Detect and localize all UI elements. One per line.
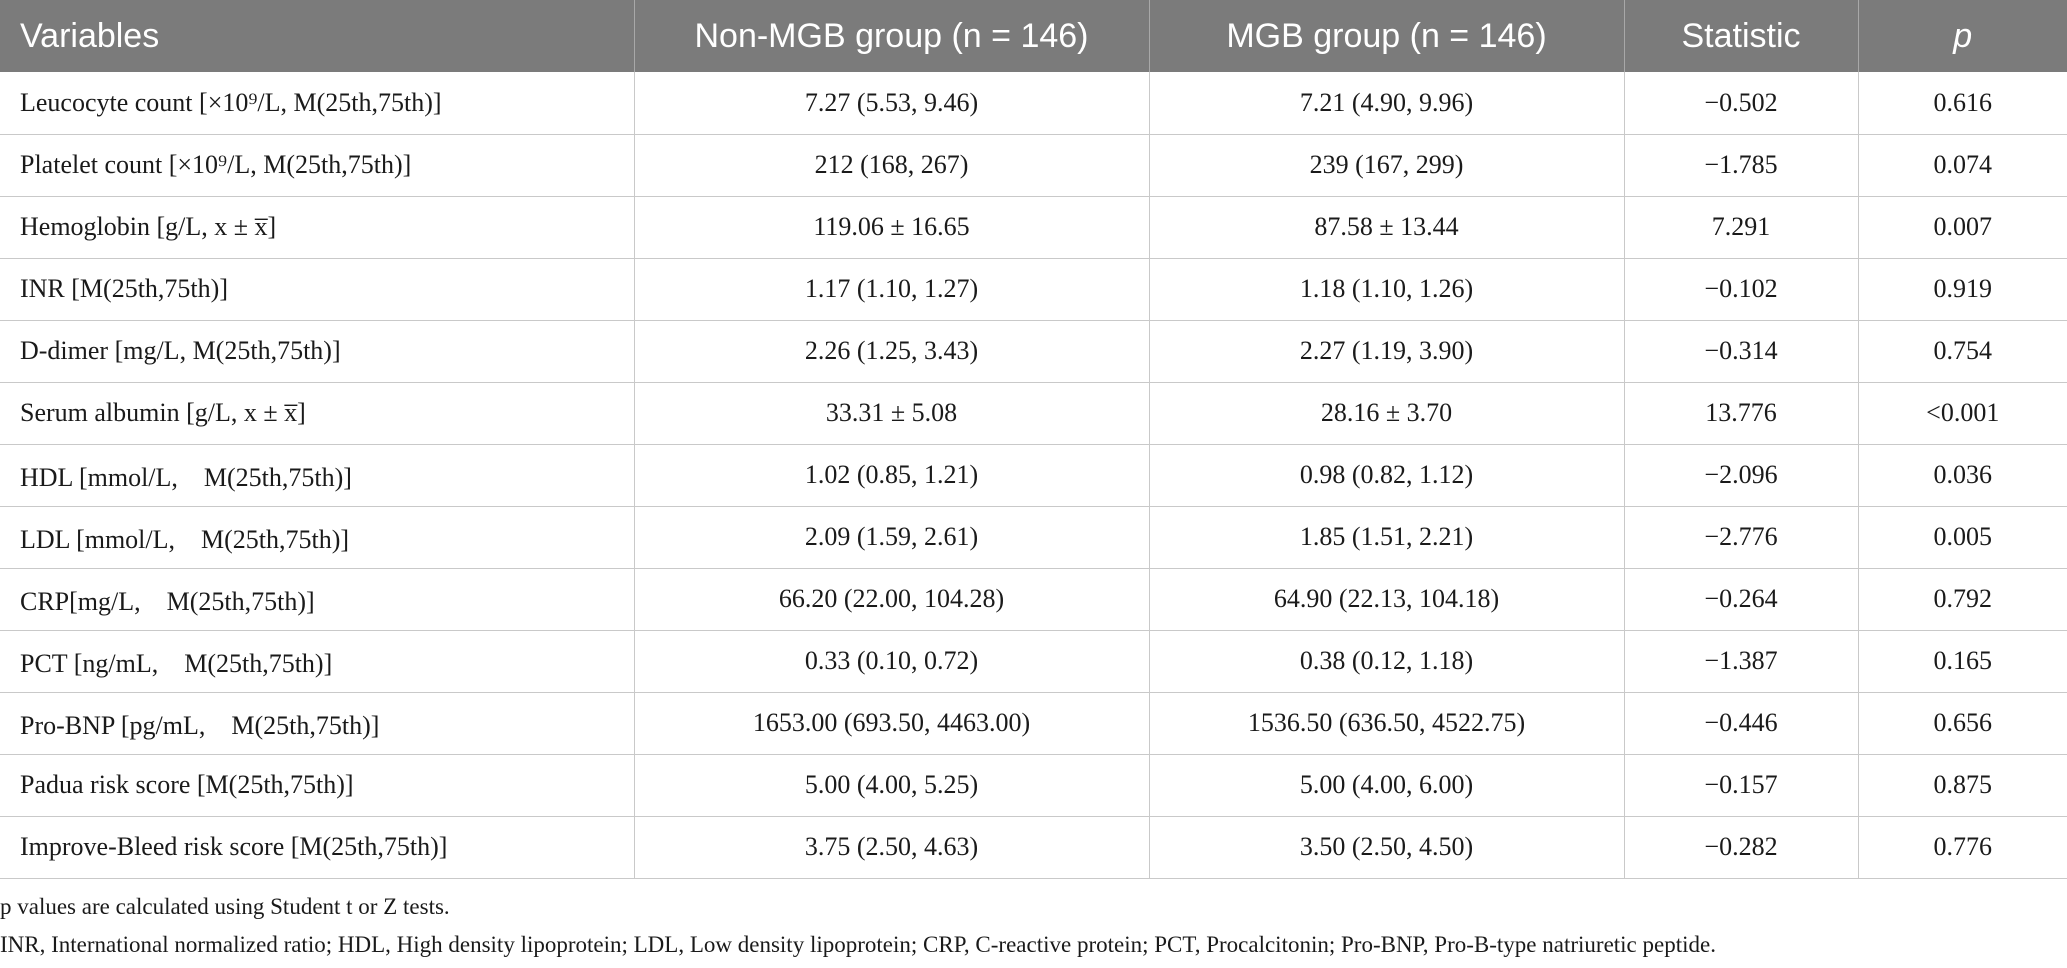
cell-mgb-value: 5.00 (4.00, 6.00) [1149,754,1625,817]
header-non-mgb-group: Non-MGB group (n = 146) [634,0,1150,72]
table-row: Padua risk score [M(25th,75th)] 5.00 (4.0… [0,754,2067,817]
cell-mgb-value: 2.27 (1.19, 3.90) [1149,320,1625,383]
header-p-value: p [1953,16,1973,55]
cell-variable: HDL [mmol/L, M(25th,75th)] [0,444,635,507]
table-row: CRP[mg/L, M(25th,75th)] 66.20 (22.00, 104… [0,568,2067,631]
cell-statistic: −2.776 [1624,506,1859,569]
cell-statistic: −0.157 [1624,754,1859,817]
cell-non-mgb-value: 33.31 ± 5.08 [634,382,1150,445]
table-row: INR [M(25th,75th)] 1.17 (1.10, 1.27) 1.18 … [0,258,2067,321]
cell-statistic: −0.314 [1624,320,1859,383]
cell-statistic: −0.502 [1624,72,1859,135]
cell-p-value: 0.776 [1858,816,2067,879]
table-row: Serum albumin [g/L, x ± x̅] 33.31 ± 5.08 2… [0,382,2067,445]
header-variables: Variables [0,0,635,72]
cell-p-value: 0.792 [1858,568,2067,631]
cell-p-value: <0.001 [1858,382,2067,445]
table-row: LDL [mmol/L, M(25th,75th)] 2.09 (1.59, 2.… [0,506,2067,569]
cell-variable: Leucocyte count [×10⁹/L, M(25th,75th)] [0,72,635,135]
cell-mgb-value: 239 (167, 299) [1149,134,1625,197]
cell-variable: PCT [ng/mL, M(25th,75th)] [0,630,635,693]
cell-non-mgb-value: 5.00 (4.00, 5.25) [634,754,1150,817]
cell-non-mgb-value: 1653.00 (693.50, 4463.00) [634,692,1150,755]
cell-p-value: 0.656 [1858,692,2067,755]
cell-statistic: −2.096 [1624,444,1859,507]
cell-statistic: −1.785 [1624,134,1859,197]
table-footnotes: p values are calculated using Student t … [0,888,1716,964]
cell-p-value: 0.005 [1858,506,2067,569]
table-row: Platelet count [×10⁹/L, M(25th,75th)] 212… [0,134,2067,197]
cell-p-value: 0.875 [1858,754,2067,817]
cell-mgb-value: 0.98 (0.82, 1.12) [1149,444,1625,507]
footnote-abbreviations: INR, International normalized ratio; HDL… [0,932,1716,957]
header-mgb-group: MGB group (n = 146) [1149,0,1625,72]
cell-mgb-value: 1.85 (1.51, 2.21) [1149,506,1625,569]
header-row: Variables Non-MGB group (n = 146) MGB gr… [0,0,2067,72]
cell-variable: INR [M(25th,75th)] [0,258,635,321]
cell-non-mgb-value: 119.06 ± 16.65 [634,196,1150,259]
cell-statistic: −0.102 [1624,258,1859,321]
cell-statistic: 13.776 [1624,382,1859,445]
cell-p-value: 0.165 [1858,630,2067,693]
cell-variable: CRP[mg/L, M(25th,75th)] [0,568,635,631]
cell-mgb-value: 7.21 (4.90, 9.96) [1149,72,1625,135]
cell-non-mgb-value: 212 (168, 267) [634,134,1150,197]
cell-statistic: −0.282 [1624,816,1859,879]
cell-variable: LDL [mmol/L, M(25th,75th)] [0,506,635,569]
table-container: Variables Non-MGB group (n = 146) MGB gr… [0,0,2067,879]
cell-statistic: 7.291 [1624,196,1859,259]
cell-non-mgb-value: 2.09 (1.59, 2.61) [634,506,1150,569]
footnote-p-values: p values are calculated using Student t … [0,894,450,919]
table-row: HDL [mmol/L, M(25th,75th)] 1.02 (0.85, 1.… [0,444,2067,507]
cell-p-value: 0.036 [1858,444,2067,507]
cell-mgb-value: 64.90 (22.13, 104.18) [1149,568,1625,631]
cell-mgb-value: 0.38 (0.12, 1.18) [1149,630,1625,693]
cell-mgb-value: 28.16 ± 3.70 [1149,382,1625,445]
table-row: Leucocyte count [×10⁹/L, M(25th,75th)] 7.… [0,72,2067,135]
cell-statistic: −0.264 [1624,568,1859,631]
cell-non-mgb-value: 66.20 (22.00, 104.28) [634,568,1150,631]
cell-p-value: 0.919 [1858,258,2067,321]
cell-variable: D-dimer [mg/L, M(25th,75th)] [0,320,635,383]
cell-variable: Hemoglobin [g/L, x ± x̅] [0,196,635,259]
table-row: D-dimer [mg/L, M(25th,75th)] 2.26 (1.25, … [0,320,2067,383]
cell-non-mgb-value: 0.33 (0.10, 0.72) [634,630,1150,693]
statistics-table: Variables Non-MGB group (n = 146) MGB gr… [0,0,2067,879]
cell-statistic: −1.387 [1624,630,1859,693]
cell-mgb-value: 3.50 (2.50, 4.50) [1149,816,1625,879]
cell-variable: Platelet count [×10⁹/L, M(25th,75th)] [0,134,635,197]
cell-non-mgb-value: 1.17 (1.10, 1.27) [634,258,1150,321]
cell-variable: Padua risk score [M(25th,75th)] [0,754,635,817]
cell-non-mgb-value: 2.26 (1.25, 3.43) [634,320,1150,383]
cell-mgb-value: 87.58 ± 13.44 [1149,196,1625,259]
cell-p-value: 0.754 [1858,320,2067,383]
cell-variable: Improve-Bleed risk score [M(25th,75th)] [0,816,635,879]
cell-mgb-value: 1.18 (1.10, 1.26) [1149,258,1625,321]
table-row: Hemoglobin [g/L, x ± x̅] 119.06 ± 16.65 87… [0,196,2067,259]
table-row: PCT [ng/mL, M(25th,75th)] 0.33 (0.10, 0.7… [0,630,2067,693]
cell-non-mgb-value: 7.27 (5.53, 9.46) [634,72,1150,135]
cell-mgb-value: 1536.50 (636.50, 4522.75) [1149,692,1625,755]
cell-non-mgb-value: 3.75 (2.50, 4.63) [634,816,1150,879]
cell-variable: Serum albumin [g/L, x ± x̅] [0,382,635,445]
header-statistic: Statistic [1624,0,1859,72]
table-row: Pro-BNP [pg/mL, M(25th,75th)] 1653.00 (69… [0,692,2067,755]
cell-statistic: −0.446 [1624,692,1859,755]
cell-non-mgb-value: 1.02 (0.85, 1.21) [634,444,1150,507]
cell-p-value: 0.616 [1858,72,2067,135]
table-body: Leucocyte count [×10⁹/L, M(25th,75th)] 7.… [0,72,2067,879]
cell-variable: Pro-BNP [pg/mL, M(25th,75th)] [0,692,635,755]
table-row: Improve-Bleed risk score [M(25th,75th)] 3… [0,816,2067,879]
cell-p-value: 0.074 [1858,134,2067,197]
cell-p-value: 0.007 [1858,196,2067,259]
